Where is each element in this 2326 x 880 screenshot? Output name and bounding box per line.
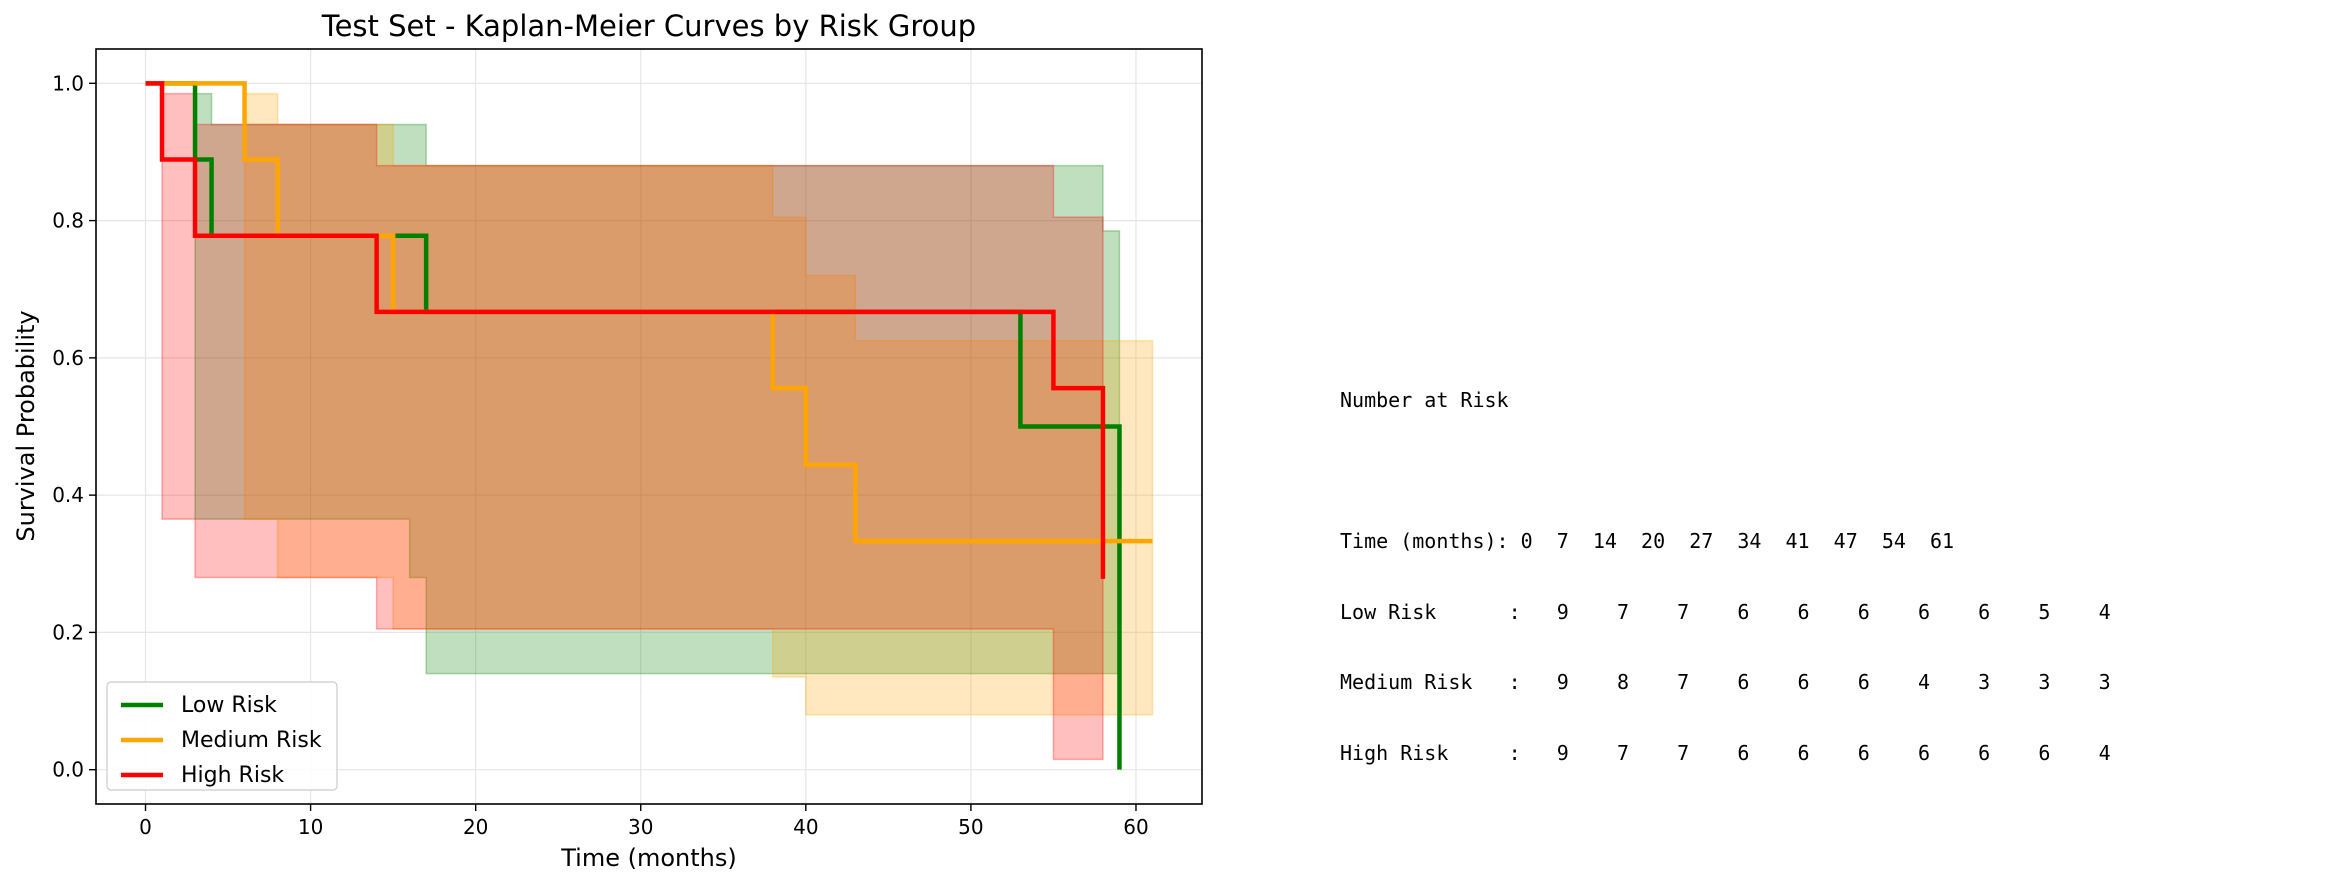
high-risk-survival-curve bbox=[145, 81, 1106, 579]
x-tick-label: 60 bbox=[1123, 815, 1148, 839]
legend: Low Risk Medium Risk High Risk bbox=[106, 681, 338, 791]
risk-table-high-row: High Risk : 9 7 7 6 6 6 6 6 6 4 bbox=[1340, 740, 2111, 765]
number-at-risk-table: Number at Risk Time (months): 0 7 14 20 … bbox=[1340, 342, 2111, 789]
x-tick-label: 10 bbox=[298, 815, 323, 839]
medium-risk-ci-band bbox=[243, 92, 1154, 716]
x-tick-label: 30 bbox=[628, 815, 653, 839]
x-tick-label: 50 bbox=[958, 815, 983, 839]
x-tick-label: 0 bbox=[139, 815, 152, 839]
medium-risk-legend-label: Medium Risk bbox=[181, 728, 322, 753]
low-risk-survival-curve bbox=[145, 81, 1122, 770]
y-tick-label: 0.6 bbox=[52, 346, 84, 370]
risk-table-time-row: Time (months): 0 7 14 20 27 34 41 47 54 … bbox=[1340, 529, 1955, 553]
y-tick-label: 0.8 bbox=[52, 209, 84, 233]
axis-ticks: 0 10 20 30 40 50 60 0.0 0.2 0.4 0.6 0.8 1.0 bbox=[52, 71, 1149, 839]
high-risk-ci-band bbox=[161, 92, 1104, 761]
low-risk-legend-label: Low Risk bbox=[181, 693, 277, 718]
high-risk-legend-label: High Risk bbox=[181, 763, 284, 788]
legend-box bbox=[106, 681, 338, 791]
risk-table-title: Number at Risk bbox=[1340, 388, 1509, 412]
plot-frame bbox=[95, 48, 1203, 805]
y-tick-label: 0.2 bbox=[52, 620, 84, 644]
survival-curves bbox=[145, 81, 1153, 770]
risk-table-medium-row: Medium Risk : 9 8 7 6 6 6 4 3 3 3 bbox=[1340, 670, 2111, 694]
x-tick-label: 20 bbox=[463, 815, 488, 839]
x-axis-label: Time (months) bbox=[560, 844, 737, 872]
y-tick-label: 1.0 bbox=[52, 71, 84, 95]
y-tick-label: 0.4 bbox=[52, 483, 84, 507]
risk-table-low-row: Low Risk : 9 7 7 6 6 6 6 6 5 4 bbox=[1340, 599, 2111, 624]
y-tick-label: 0.0 bbox=[52, 758, 84, 782]
chart-title: Test Set - Kaplan-Meier Curves by Risk G… bbox=[321, 9, 976, 43]
x-tick-label: 40 bbox=[793, 815, 818, 839]
risk-table-spacer bbox=[1340, 460, 2111, 484]
y-axis-label: Survival Probability bbox=[12, 310, 40, 541]
